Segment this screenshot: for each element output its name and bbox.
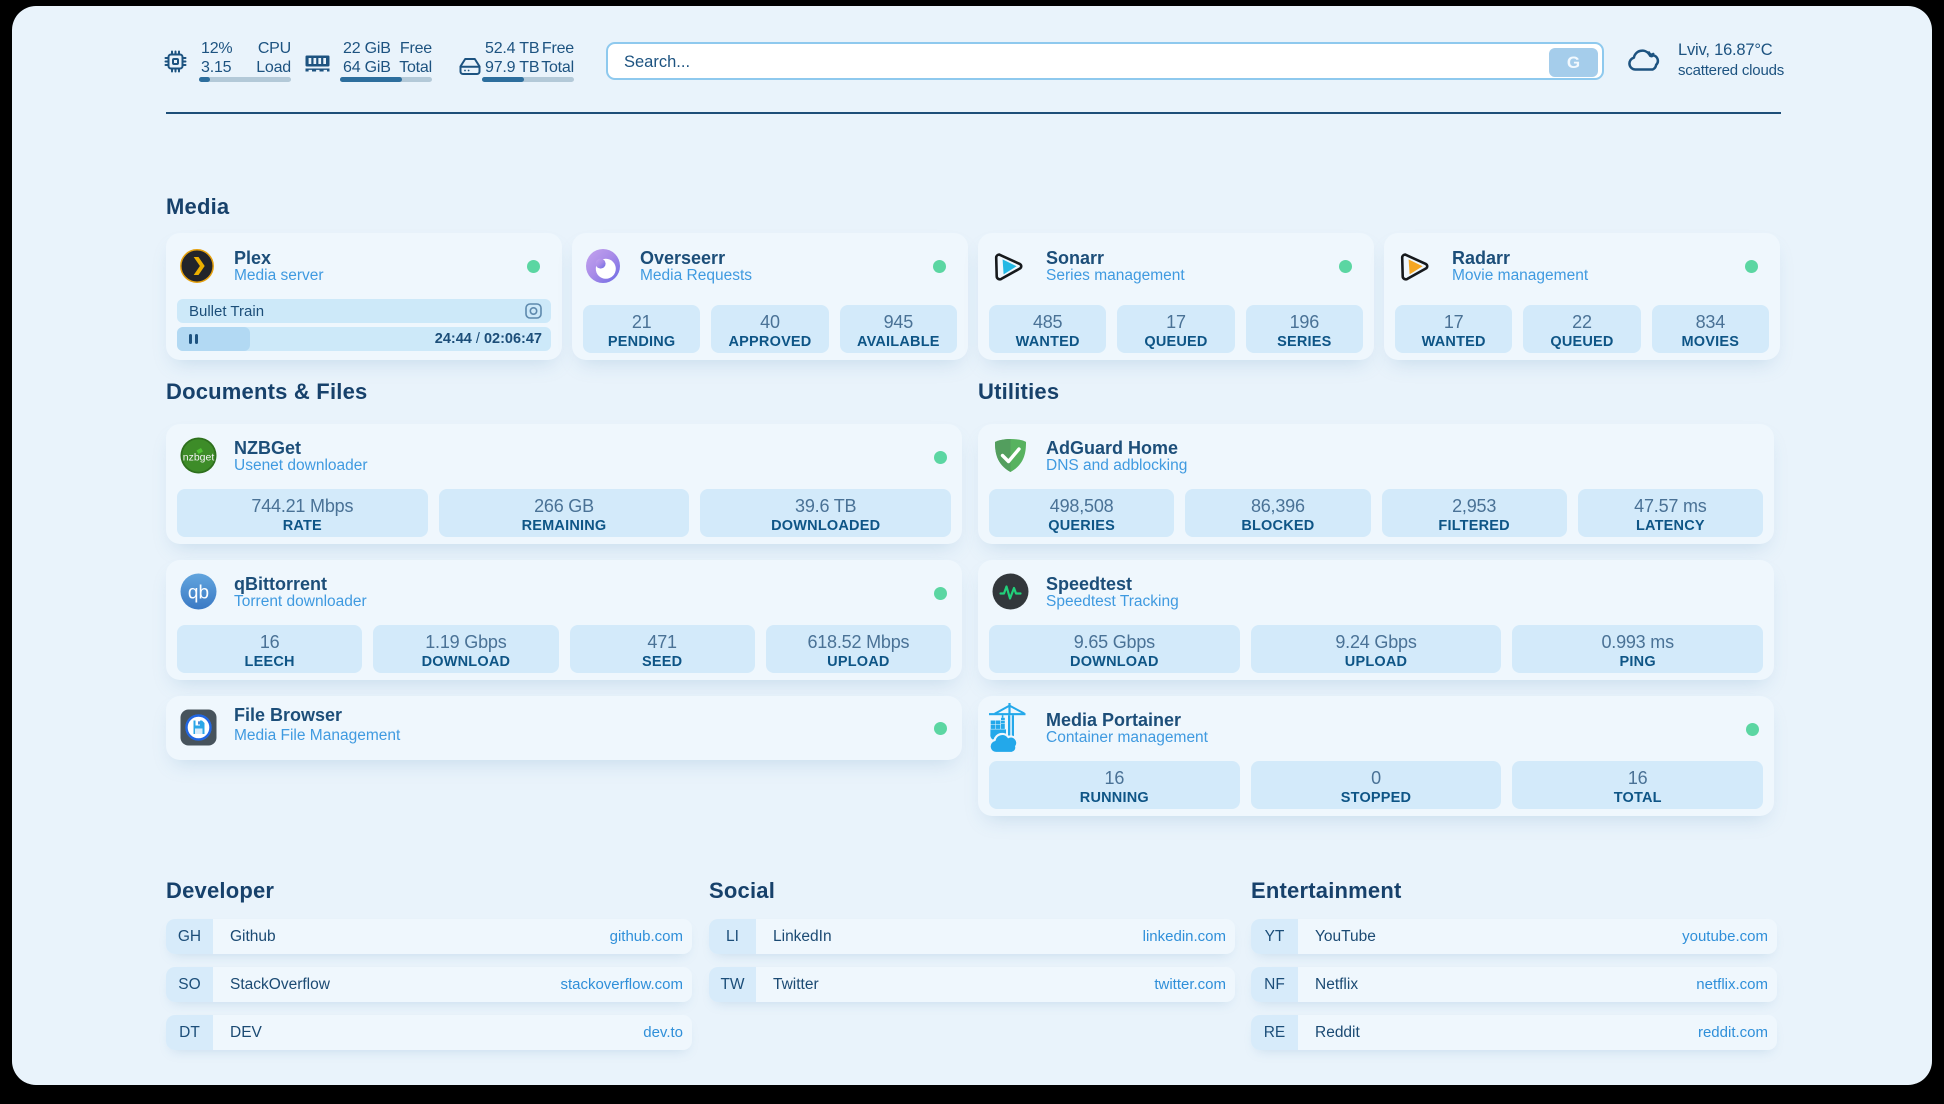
- svg-text:qb: qb: [188, 583, 209, 604]
- svg-text:nzbget: nzbget: [183, 452, 215, 464]
